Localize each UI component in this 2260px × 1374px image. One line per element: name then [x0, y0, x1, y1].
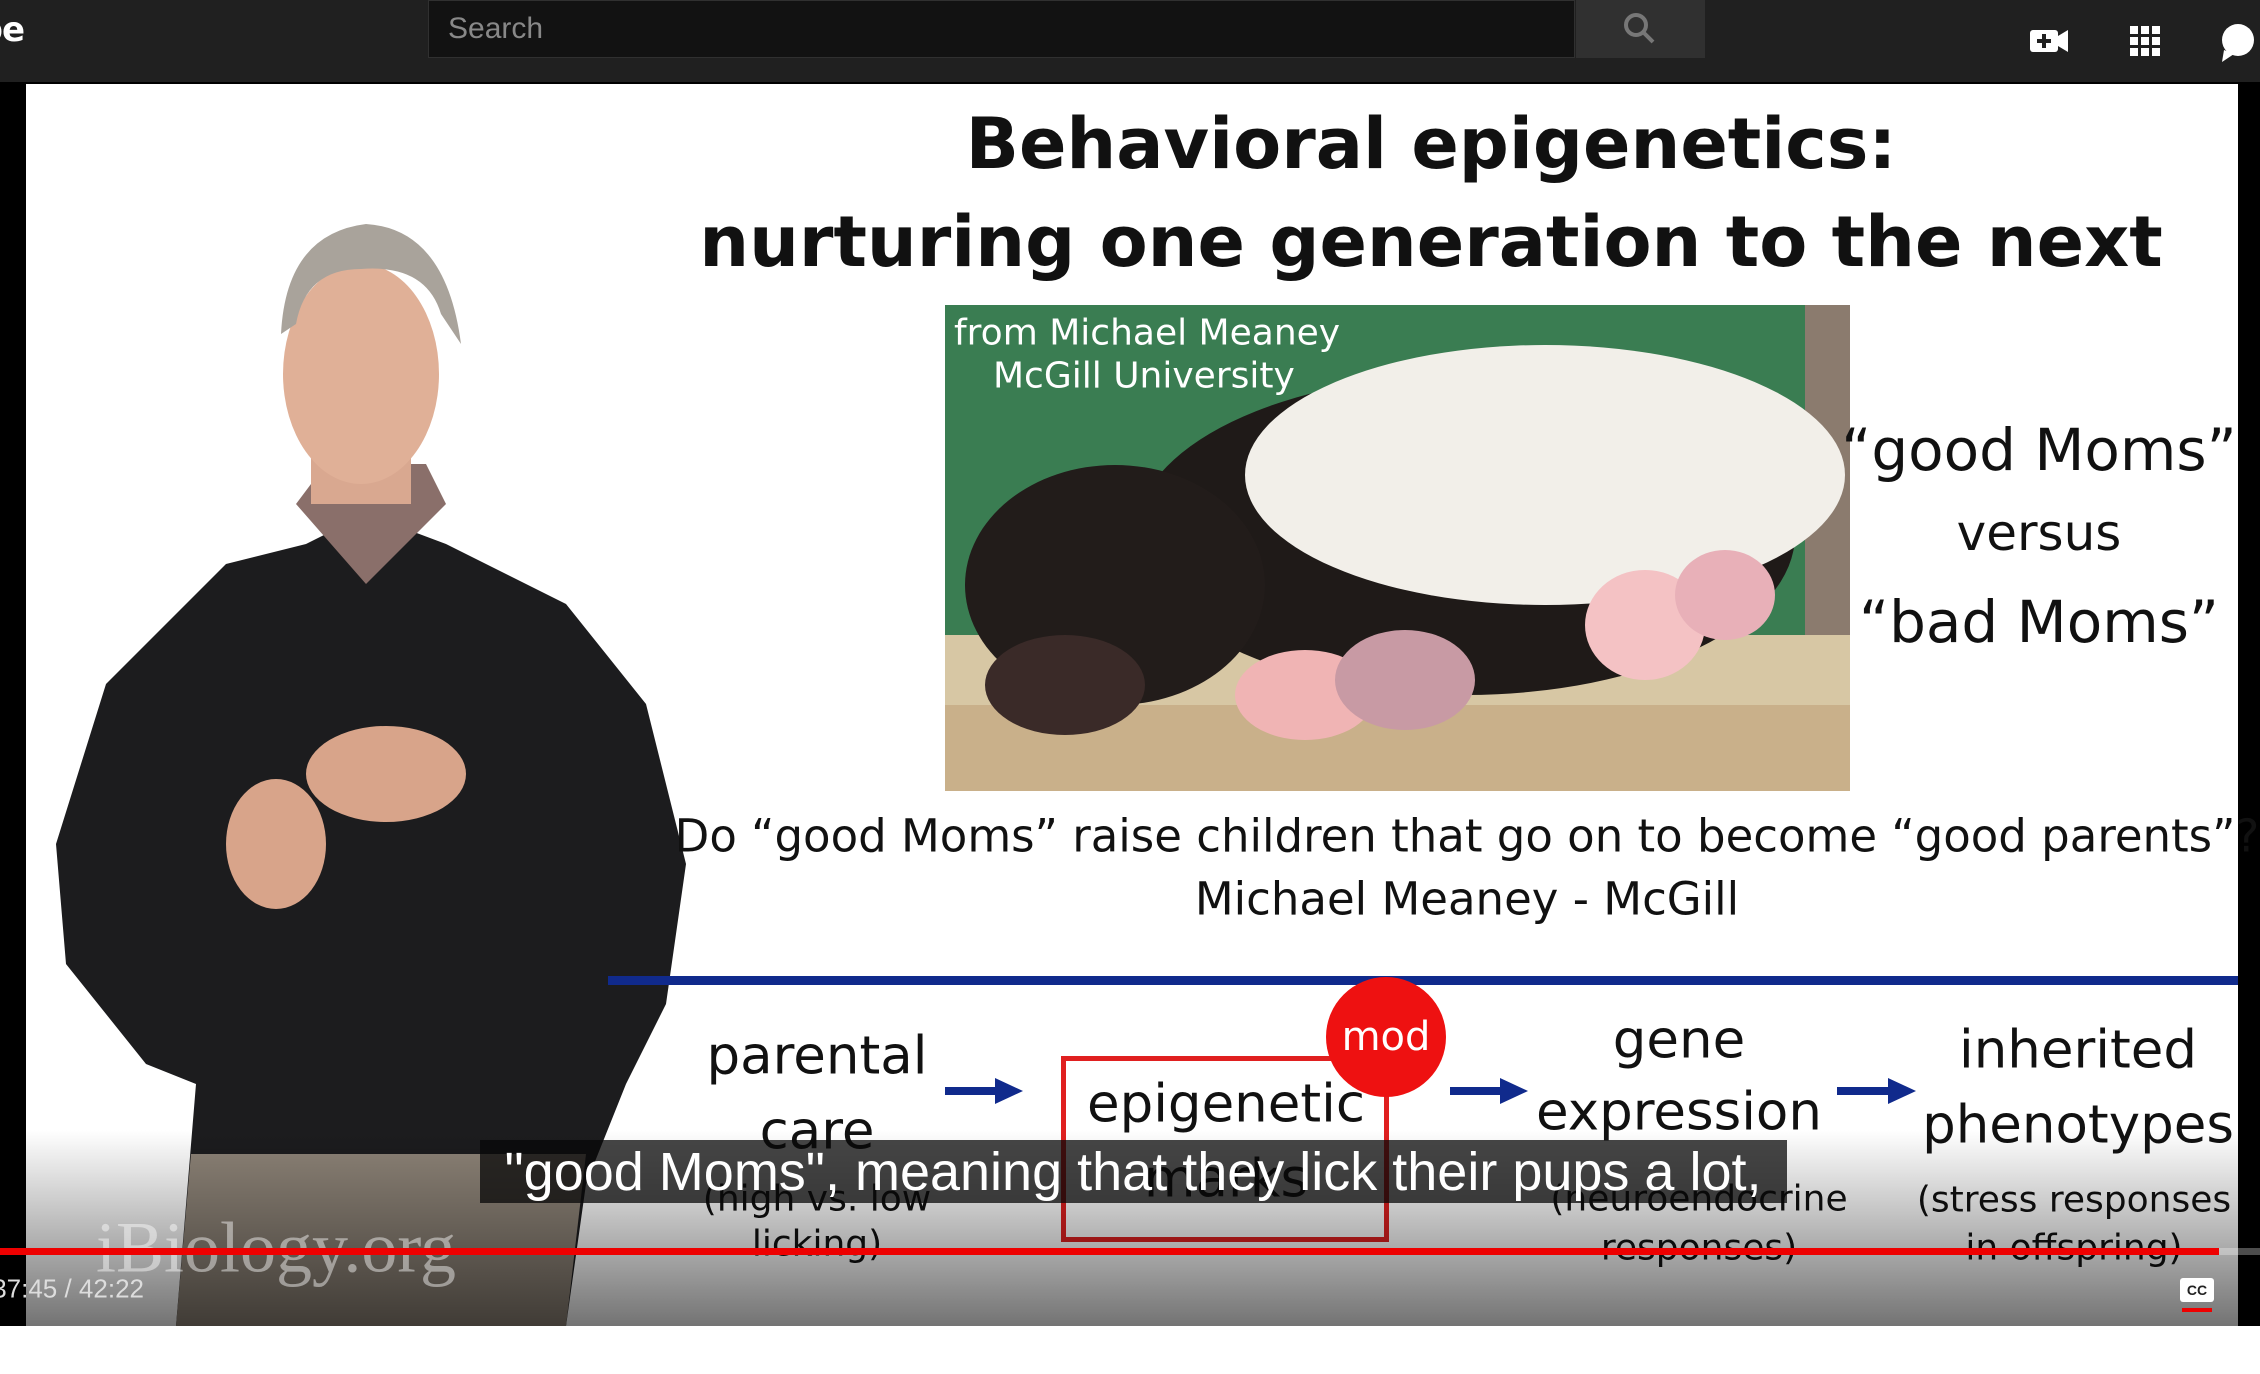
header-icons: [2030, 24, 2254, 62]
side-label: “good Moms”: [1841, 416, 2237, 484]
svg-text:CC: CC: [2187, 1282, 2207, 1298]
controls-right: CC: [2180, 1278, 2214, 1312]
slide-title: Behavioral epigenetics:: [965, 103, 1897, 185]
apps-icon[interactable]: [2130, 26, 2160, 56]
flow-step: inherited: [1958, 1019, 2198, 1081]
search-box[interactable]: [428, 0, 1575, 58]
search-button[interactable]: [1576, 0, 1705, 58]
caption-box: [480, 1140, 1787, 1203]
search-icon: [1624, 13, 1655, 44]
photo-credit: McGill University: [993, 355, 1295, 397]
divider: [608, 976, 2238, 985]
mod-badge: [1326, 977, 1446, 1097]
caption-text: "good Moms", meaning that they lick thei…: [504, 1142, 1762, 1202]
cc-button[interactable]: CC: [2180, 1278, 2214, 1312]
flow-step: gene: [1612, 1009, 1746, 1071]
flow-step: epigenetic: [1086, 1073, 1366, 1135]
mod-label: mod: [1341, 1014, 1431, 1060]
watermark: iBiology.org: [96, 1207, 457, 1288]
slide-question: Do “good Moms” raise children that go on…: [674, 809, 2260, 863]
create-icon[interactable]: [2030, 30, 2068, 52]
slide-title: nurturing one generation to the next: [699, 201, 2163, 283]
progress-played: [0, 1248, 2219, 1255]
side-label: versus: [1956, 504, 2122, 562]
logo[interactable]: YouTube: [0, 10, 25, 50]
flow-step: parental: [706, 1025, 928, 1087]
time-display: 37:45 / 42:22: [0, 1273, 144, 1304]
slide-attribution: Michael Meaney - McGill: [1194, 872, 1740, 926]
side-label: “bad Moms”: [1859, 588, 2219, 656]
messages-icon[interactable]: [2222, 24, 2254, 62]
search-placeholder: Search: [448, 12, 544, 45]
photo-credit: from Michael Meaney: [954, 312, 1341, 354]
rat-photo: [945, 305, 1850, 791]
